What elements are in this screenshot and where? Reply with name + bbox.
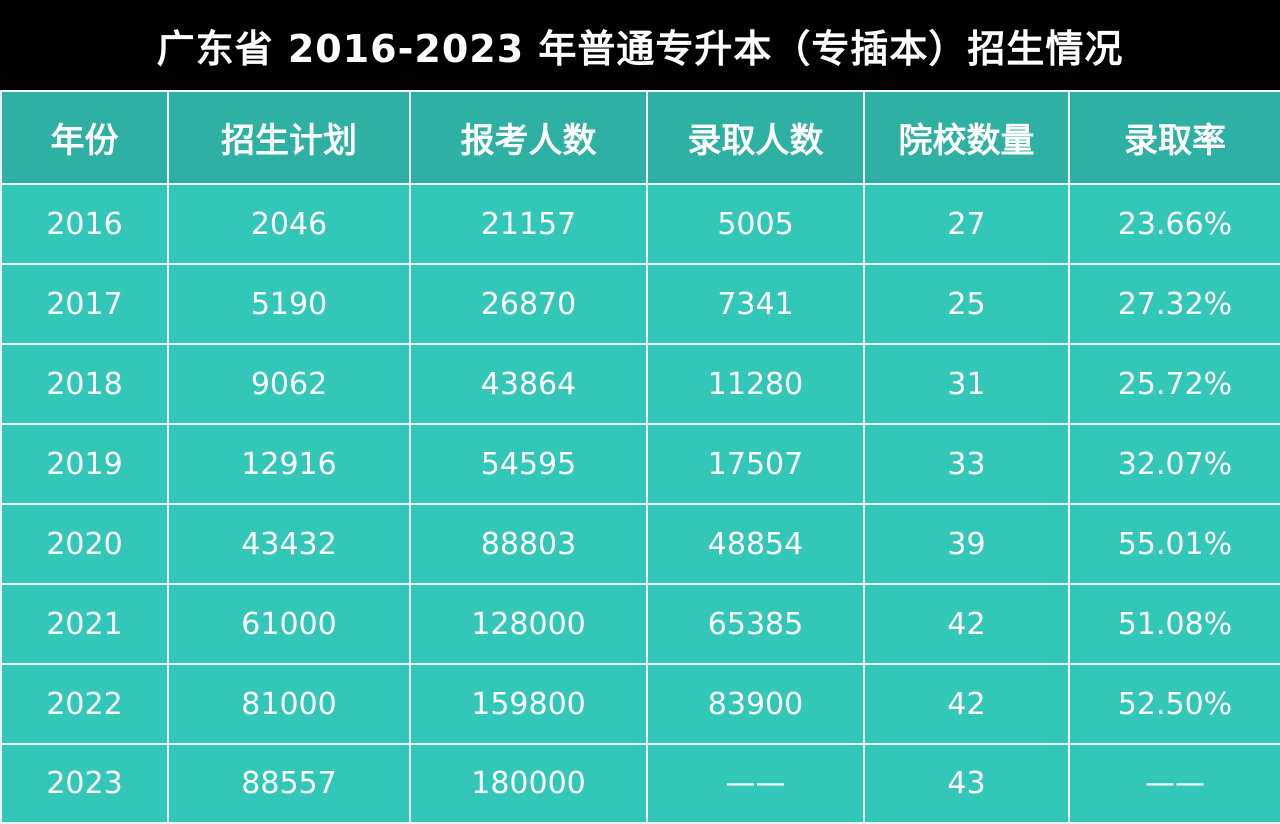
- cell-rate: 23.66%: [1068, 183, 1280, 265]
- table-row: 2016 2046 21157 5005 27 23.66%: [0, 183, 1280, 265]
- cell-applicants: 43864: [409, 343, 648, 425]
- column-header-schools: 院校数量: [863, 90, 1070, 185]
- cell-schools: 31: [863, 343, 1070, 425]
- column-header-admitted: 录取人数: [646, 90, 865, 185]
- cell-schools: 43: [863, 743, 1070, 824]
- cell-plan: 61000: [167, 583, 411, 665]
- cell-year: 2019: [0, 423, 169, 505]
- cell-year: 2020: [0, 503, 169, 585]
- cell-plan: 88557: [167, 743, 411, 824]
- table-row: 2019 12916 54595 17507 33 32.07%: [0, 423, 1280, 505]
- cell-plan: 12916: [167, 423, 411, 505]
- cell-schools: 39: [863, 503, 1070, 585]
- column-header-plan: 招生计划: [167, 90, 411, 185]
- cell-admitted: 5005: [646, 183, 865, 265]
- cell-plan: 5190: [167, 263, 411, 345]
- cell-year: 2016: [0, 183, 169, 265]
- enrollment-table: 年份 招生计划 报考人数 录取人数 院校数量 录取率 2016 2046 211…: [0, 90, 1280, 824]
- cell-plan: 81000: [167, 663, 411, 745]
- cell-admitted: 11280: [646, 343, 865, 425]
- cell-rate: 32.07%: [1068, 423, 1280, 505]
- cell-rate: 55.01%: [1068, 503, 1280, 585]
- cell-year: 2022: [0, 663, 169, 745]
- page-title: 广东省 2016-2023 年普通专升本（专插本）招生情况: [0, 0, 1280, 90]
- cell-rate: 51.08%: [1068, 583, 1280, 665]
- cell-plan: 9062: [167, 343, 411, 425]
- cell-applicants: 21157: [409, 183, 648, 265]
- cell-admitted: 7341: [646, 263, 865, 345]
- cell-rate: ——: [1068, 743, 1280, 824]
- table-header-row: 年份 招生计划 报考人数 录取人数 院校数量 录取率: [0, 90, 1280, 185]
- cell-admitted: ——: [646, 743, 865, 824]
- column-header-rate: 录取率: [1068, 90, 1280, 185]
- cell-year: 2021: [0, 583, 169, 665]
- column-header-year: 年份: [0, 90, 169, 185]
- cell-applicants: 26870: [409, 263, 648, 345]
- cell-plan: 2046: [167, 183, 411, 265]
- cell-admitted: 17507: [646, 423, 865, 505]
- cell-rate: 27.32%: [1068, 263, 1280, 345]
- cell-rate: 52.50%: [1068, 663, 1280, 745]
- cell-schools: 33: [863, 423, 1070, 505]
- cell-rate: 25.72%: [1068, 343, 1280, 425]
- cell-applicants: 159800: [409, 663, 648, 745]
- column-header-applicants: 报考人数: [409, 90, 648, 185]
- cell-year: 2018: [0, 343, 169, 425]
- table-row: 2018 9062 43864 11280 31 25.72%: [0, 343, 1280, 425]
- cell-plan: 43432: [167, 503, 411, 585]
- table-row: 2017 5190 26870 7341 25 27.32%: [0, 263, 1280, 345]
- table-row: 2022 81000 159800 83900 42 52.50%: [0, 663, 1280, 745]
- table-row: 2020 43432 88803 48854 39 55.01%: [0, 503, 1280, 585]
- cell-schools: 27: [863, 183, 1070, 265]
- cell-year: 2017: [0, 263, 169, 345]
- cell-admitted: 48854: [646, 503, 865, 585]
- cell-applicants: 88803: [409, 503, 648, 585]
- cell-admitted: 83900: [646, 663, 865, 745]
- cell-schools: 25: [863, 263, 1070, 345]
- cell-schools: 42: [863, 583, 1070, 665]
- cell-applicants: 54595: [409, 423, 648, 505]
- cell-year: 2023: [0, 743, 169, 824]
- cell-applicants: 128000: [409, 583, 648, 665]
- cell-admitted: 65385: [646, 583, 865, 665]
- table-row: 2023 88557 180000 —— 43 ——: [0, 743, 1280, 824]
- cell-schools: 42: [863, 663, 1070, 745]
- cell-applicants: 180000: [409, 743, 648, 824]
- table-row: 2021 61000 128000 65385 42 51.08%: [0, 583, 1280, 665]
